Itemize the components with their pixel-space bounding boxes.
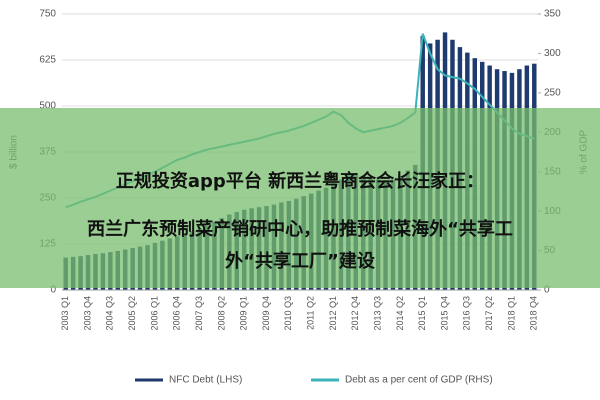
x-tick-label: 2003 Q4 xyxy=(82,296,92,331)
overlay-text: 外“共享工厂”建设 xyxy=(225,250,375,272)
x-tick-label: 2009 Q4 xyxy=(261,296,271,331)
x-tick-label: 2016 Q3 xyxy=(462,296,472,331)
x-tick-label: 2006 Q1 xyxy=(149,296,159,331)
y2-tick-label: 350 xyxy=(544,9,561,20)
x-tick-label: 2009 Q1 xyxy=(239,296,249,331)
legend-label: Debt as a per cent of GDP (RHS) xyxy=(345,375,493,386)
overlay-text: 西兰广东预制菜产销研中心，助推预制菜海外“共享工 xyxy=(87,218,513,240)
y-tick-label: 500 xyxy=(39,101,56,112)
y2-tick-label: 250 xyxy=(544,87,561,98)
y-tick-label: 750 xyxy=(39,9,56,20)
y2-tick-label: 300 xyxy=(544,48,561,59)
x-tick-label: 2012 Q4 xyxy=(350,296,360,331)
y-tick-label: 0 xyxy=(50,285,56,296)
y2-tick-label: 0 xyxy=(544,285,550,296)
overlay-band xyxy=(0,108,600,288)
x-tick-label: 2007 Q3 xyxy=(194,296,204,331)
x-tick-label: 2003 Q1 xyxy=(60,296,70,331)
x-tick-label: 2018 Q1 xyxy=(506,296,516,331)
x-tick-label: 2013 Q3 xyxy=(372,296,382,331)
legend-label: NFC Debt (LHS) xyxy=(169,375,242,386)
x-tick-label: 2015 Q1 xyxy=(417,296,427,331)
overlay-text: 正规投资app平台 新西兰粤商会会长汪家正： xyxy=(116,170,484,192)
x-tick-label: 2017 Q2 xyxy=(484,296,494,331)
x-tick-label: 2004 Q3 xyxy=(105,296,115,331)
x-tick-label: 2018 Q4 xyxy=(529,296,539,331)
x-tick-label: 2006 Q4 xyxy=(172,296,182,331)
x-tick-label: 2005 Q2 xyxy=(127,296,137,331)
x-tick-label: 2015 Q4 xyxy=(439,296,449,331)
x-tick-label: 2011 Q2 xyxy=(306,296,316,330)
y-tick-label: 625 xyxy=(39,55,56,66)
x-tick-label: 2014 Q2 xyxy=(395,296,405,331)
x-tick-label: 2012 Q1 xyxy=(328,296,338,331)
x-tick-label: 2010 Q3 xyxy=(283,296,293,331)
x-tick-label: 2008 Q2 xyxy=(216,296,226,331)
